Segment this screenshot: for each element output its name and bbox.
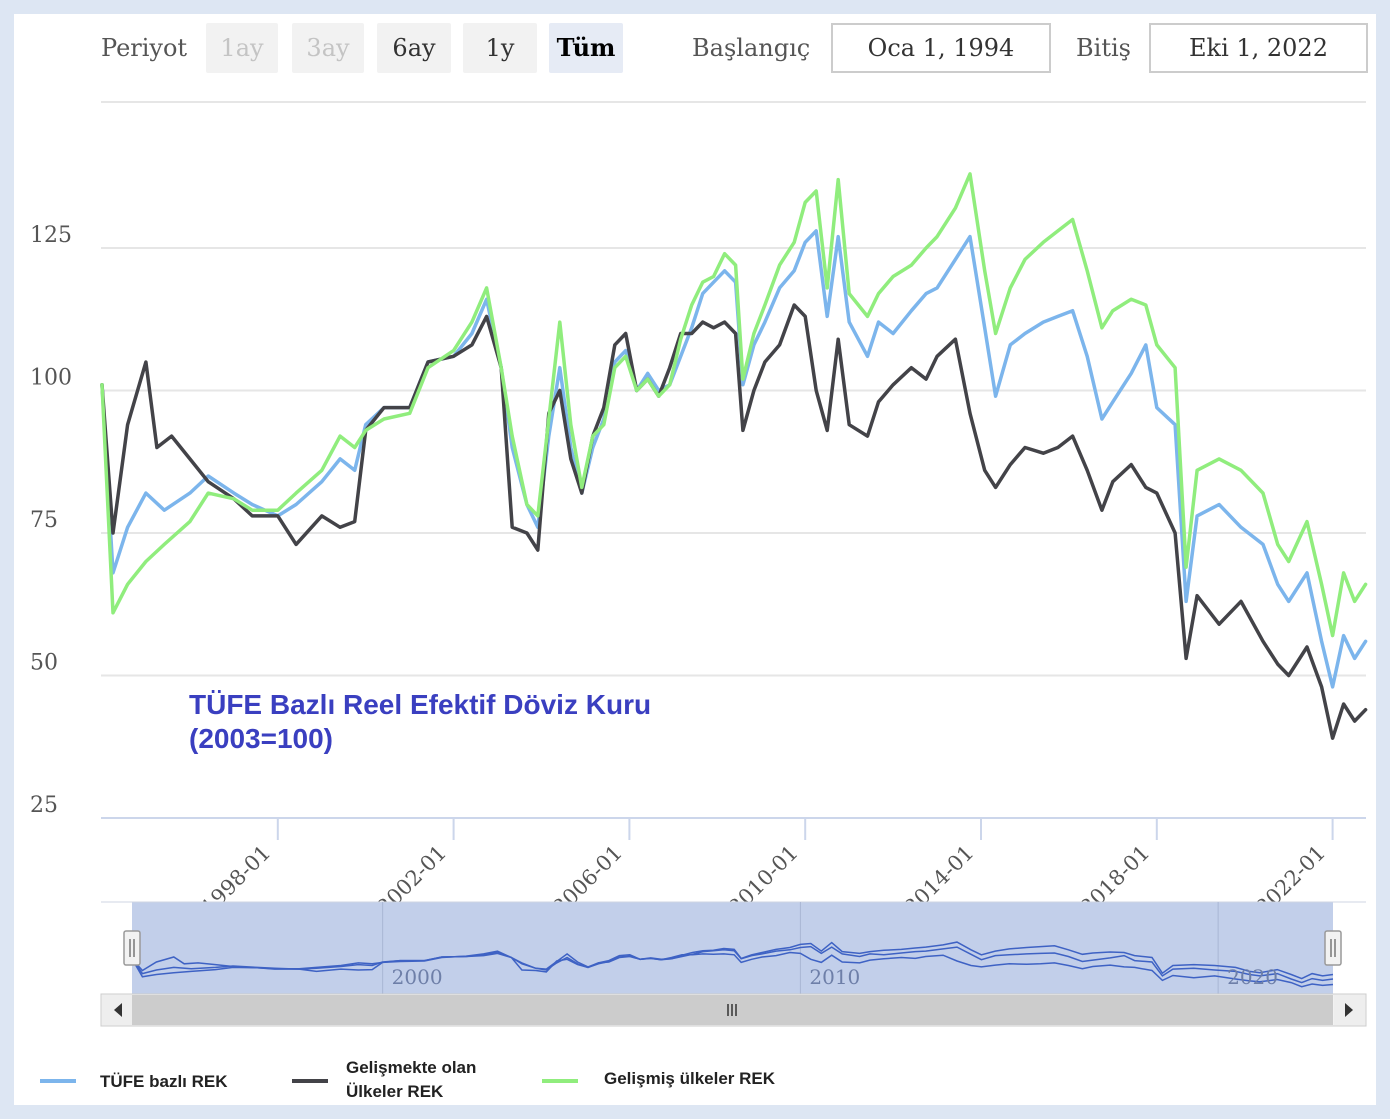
navigator-year-label: 2000: [392, 965, 443, 989]
arrow-right-icon: [1345, 1003, 1353, 1017]
navigator[interactable]: 2000 2010 2020: [101, 901, 1366, 994]
series-line[interactable]: [100, 172, 1368, 638]
scroll-right-button[interactable]: [1334, 995, 1365, 1025]
legend-item-tufe[interactable]: TÜFE bazlı REK: [40, 1054, 290, 1114]
period-button-all[interactable]: Tüm: [549, 23, 623, 73]
legend-swatch: [292, 1079, 328, 1083]
series-line[interactable]: [100, 303, 1368, 740]
range-selector: Periyot 1ay 3ay 6ay 1y Tüm Başlangıç Oca…: [14, 14, 1376, 94]
y-axis: 25 50 75 100 125: [30, 223, 72, 818]
end-date-label: Bitiş: [1076, 34, 1131, 62]
chart-card: Periyot 1ay 3ay 6ay 1y Tüm Başlangıç Oca…: [14, 14, 1376, 1105]
period-button-6m[interactable]: 6ay: [377, 23, 451, 73]
y-tick-label: 75: [30, 508, 58, 533]
navigator-line: [131, 951, 1334, 988]
period-button-1y[interactable]: 1y: [463, 23, 537, 73]
navigator-line: [131, 941, 1334, 980]
plot-area: [100, 172, 1368, 740]
start-date-label: Başlangıç: [692, 34, 811, 62]
legend-swatch: [40, 1079, 76, 1083]
series-line[interactable]: [100, 229, 1368, 689]
navigator-year-label: 2020: [1227, 965, 1278, 989]
grip-icon: [1330, 939, 1336, 957]
scrollbar[interactable]: [100, 993, 1367, 1027]
end-date-input[interactable]: Eki 1, 2022: [1149, 23, 1368, 73]
legend-item-developing[interactable]: Gelişmekte olan Ülkeler REK: [292, 1054, 522, 1114]
scroll-left-button[interactable]: [102, 995, 132, 1025]
navigator-handle-right[interactable]: [1324, 930, 1342, 966]
grip-icon: [129, 939, 135, 957]
legend-swatch: [542, 1079, 578, 1083]
period-button-1m[interactable]: 1ay: [206, 23, 278, 73]
period-button-3m[interactable]: 3ay: [292, 23, 364, 73]
navigator-selected-range[interactable]: [132, 902, 1333, 994]
period-label: Periyot: [101, 34, 188, 62]
chart-title: TÜFE Bazlı Reel Efektif Döviz Kuru (2003…: [189, 689, 652, 754]
navigator-year-label: 2010: [809, 965, 860, 989]
y-tick-label: 25: [30, 793, 58, 818]
gridlines: [101, 247, 1366, 819]
y-tick-label: 125: [30, 223, 72, 248]
legend-label: Gelişmiş ülkeler REK: [604, 1069, 776, 1088]
arrow-left-icon: [114, 1003, 122, 1017]
navigator-handle-left[interactable]: [123, 930, 141, 966]
navigator-labels: 2000 2010 2020: [392, 965, 1278, 989]
legend-label: TÜFE bazlı REK: [100, 1072, 228, 1091]
y-tick-label: 100: [30, 366, 72, 391]
grip-icon: [727, 1004, 737, 1016]
legend-label: Gelişmekte olan Ülkeler REK: [346, 1058, 477, 1101]
y-tick-label: 50: [30, 651, 58, 676]
start-date-input[interactable]: Oca 1, 1994: [831, 23, 1051, 73]
legend-item-advanced[interactable]: Gelişmiş ülkeler REK: [542, 1054, 802, 1114]
navigator-series: [131, 941, 1334, 988]
